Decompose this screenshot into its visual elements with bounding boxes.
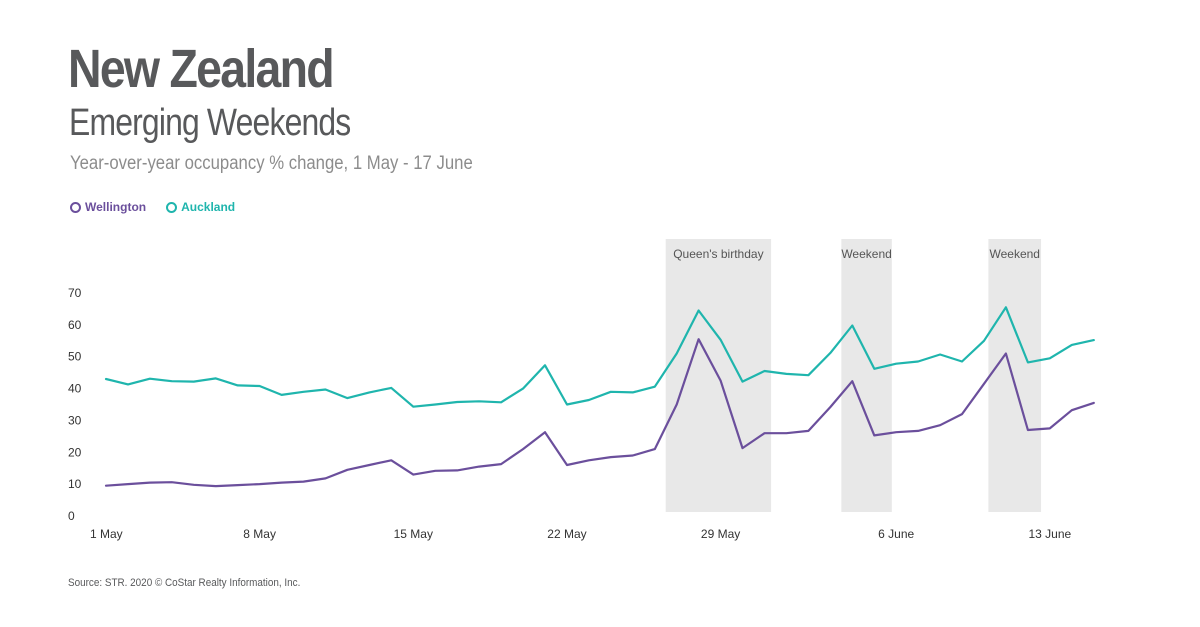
legend-swatch-wellington-icon bbox=[70, 201, 81, 213]
y-tick-label-70: 70 bbox=[68, 286, 82, 300]
series-line-auckland bbox=[104, 306, 1095, 408]
highlight-band-label-1: Weekend bbox=[841, 247, 891, 261]
y-tick-label-60: 60 bbox=[68, 318, 82, 332]
source-note: Source: STR. 2020 © CoStar Realty Inform… bbox=[68, 577, 301, 589]
y-tick-label-10: 10 bbox=[68, 477, 82, 491]
x-tick-label-6: 13 June bbox=[1028, 527, 1071, 541]
chart-subtitle: Emerging Weekends bbox=[69, 102, 351, 144]
highlight-bands: Queen's birthday Weekend Weekend bbox=[665, 239, 1042, 512]
legend-item-auckland: Auckland bbox=[166, 200, 235, 214]
y-tick-label-50: 50 bbox=[68, 350, 82, 364]
highlight-band-1 bbox=[841, 239, 892, 512]
y-tick-label-0: 0 bbox=[68, 509, 75, 523]
legend-label-auckland: Auckland bbox=[181, 200, 236, 214]
x-tick-label-1: 8 May bbox=[243, 527, 276, 541]
x-tick-label-4: 29 May bbox=[701, 527, 740, 541]
y-tick-label-40: 40 bbox=[68, 382, 82, 396]
x-tick-label-0: 1 May bbox=[90, 527, 123, 541]
highlight-band-label-0: Queen's birthday bbox=[673, 247, 763, 261]
y-axis-ticks: 0 10 20 30 40 50 60 70 bbox=[68, 286, 82, 523]
chart-caption: Year-over-year occupancy % change, 1 May… bbox=[70, 153, 473, 174]
series-line-wellington bbox=[104, 338, 1095, 488]
x-tick-label-3: 22 May bbox=[547, 527, 586, 541]
legend-swatch-auckland-icon bbox=[166, 201, 178, 213]
series-lines bbox=[104, 306, 1095, 488]
highlight-band-label-2: Weekend bbox=[989, 247, 1039, 261]
highlight-band-2 bbox=[988, 239, 1042, 512]
x-tick-label-5: 6 June bbox=[878, 527, 914, 541]
legend-item-wellington: Wellington bbox=[70, 200, 146, 214]
x-tick-label-2: 15 May bbox=[394, 527, 433, 541]
chart-title: New Zealand bbox=[68, 39, 335, 99]
legend-label-wellington: Wellington bbox=[85, 200, 147, 214]
y-tick-label-20: 20 bbox=[68, 445, 82, 459]
x-axis-ticks: 1 May 8 May 15 May 22 May 29 May 6 June 13 Jun… bbox=[90, 527, 1072, 541]
y-tick-label-30: 30 bbox=[68, 413, 82, 427]
legend: Wellington Auckland bbox=[70, 200, 235, 214]
